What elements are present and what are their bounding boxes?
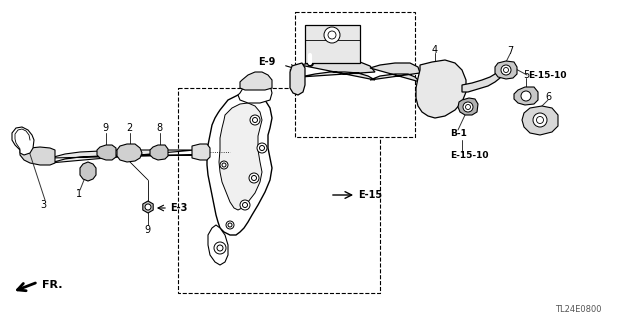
Circle shape <box>226 221 234 229</box>
Text: E-15: E-15 <box>358 190 382 200</box>
Polygon shape <box>495 61 517 79</box>
Circle shape <box>533 113 547 127</box>
Polygon shape <box>117 144 142 162</box>
Polygon shape <box>462 65 502 92</box>
Text: 1: 1 <box>76 189 82 199</box>
Circle shape <box>125 148 135 158</box>
Text: 8: 8 <box>156 123 162 133</box>
Polygon shape <box>80 162 96 181</box>
Text: 9: 9 <box>102 123 108 133</box>
Polygon shape <box>522 106 558 135</box>
Circle shape <box>465 105 470 109</box>
Bar <box>305 25 360 63</box>
Polygon shape <box>50 150 195 163</box>
Circle shape <box>156 149 164 158</box>
Text: 7: 7 <box>507 46 513 56</box>
Circle shape <box>145 204 151 210</box>
Polygon shape <box>240 72 272 90</box>
Circle shape <box>521 91 531 101</box>
Polygon shape <box>416 60 466 118</box>
Text: E-15-10: E-15-10 <box>528 70 566 79</box>
Polygon shape <box>290 63 305 95</box>
Text: E-3: E-3 <box>170 203 188 213</box>
Text: 5: 5 <box>523 70 529 80</box>
Circle shape <box>249 173 259 183</box>
Polygon shape <box>514 87 538 105</box>
Polygon shape <box>12 127 34 155</box>
Text: E-9: E-9 <box>258 57 275 67</box>
Circle shape <box>253 117 257 122</box>
Circle shape <box>222 163 226 167</box>
Polygon shape <box>150 145 168 160</box>
Polygon shape <box>192 144 210 160</box>
Polygon shape <box>458 98 478 115</box>
Circle shape <box>217 245 223 251</box>
Circle shape <box>214 242 226 254</box>
Circle shape <box>259 145 264 151</box>
Text: 9: 9 <box>144 225 150 235</box>
Circle shape <box>84 168 92 176</box>
Circle shape <box>257 143 267 153</box>
Circle shape <box>504 68 509 72</box>
Circle shape <box>243 203 248 207</box>
Text: E-15-10: E-15-10 <box>450 152 488 160</box>
Text: 3: 3 <box>40 200 46 210</box>
Circle shape <box>240 200 250 210</box>
Polygon shape <box>370 63 420 82</box>
Circle shape <box>228 223 232 227</box>
Polygon shape <box>20 147 55 165</box>
Polygon shape <box>207 93 272 235</box>
Text: 4: 4 <box>432 45 438 55</box>
Text: 6: 6 <box>545 92 551 102</box>
Circle shape <box>102 149 110 157</box>
Circle shape <box>463 102 473 112</box>
Polygon shape <box>300 60 375 80</box>
Text: TL24E0800: TL24E0800 <box>555 306 602 315</box>
Bar <box>178 88 380 293</box>
Text: B-1: B-1 <box>450 129 467 137</box>
Circle shape <box>536 116 543 123</box>
Bar <box>295 12 415 137</box>
Polygon shape <box>143 201 153 213</box>
Circle shape <box>250 115 260 125</box>
Text: 2: 2 <box>126 123 132 133</box>
Polygon shape <box>208 225 228 265</box>
Text: FR.: FR. <box>42 280 63 290</box>
Circle shape <box>328 31 336 39</box>
Circle shape <box>252 175 257 181</box>
Circle shape <box>220 161 228 169</box>
Circle shape <box>127 151 132 155</box>
Polygon shape <box>238 78 272 103</box>
Circle shape <box>324 27 340 43</box>
Polygon shape <box>97 145 116 160</box>
Circle shape <box>501 65 511 75</box>
Polygon shape <box>219 103 262 210</box>
